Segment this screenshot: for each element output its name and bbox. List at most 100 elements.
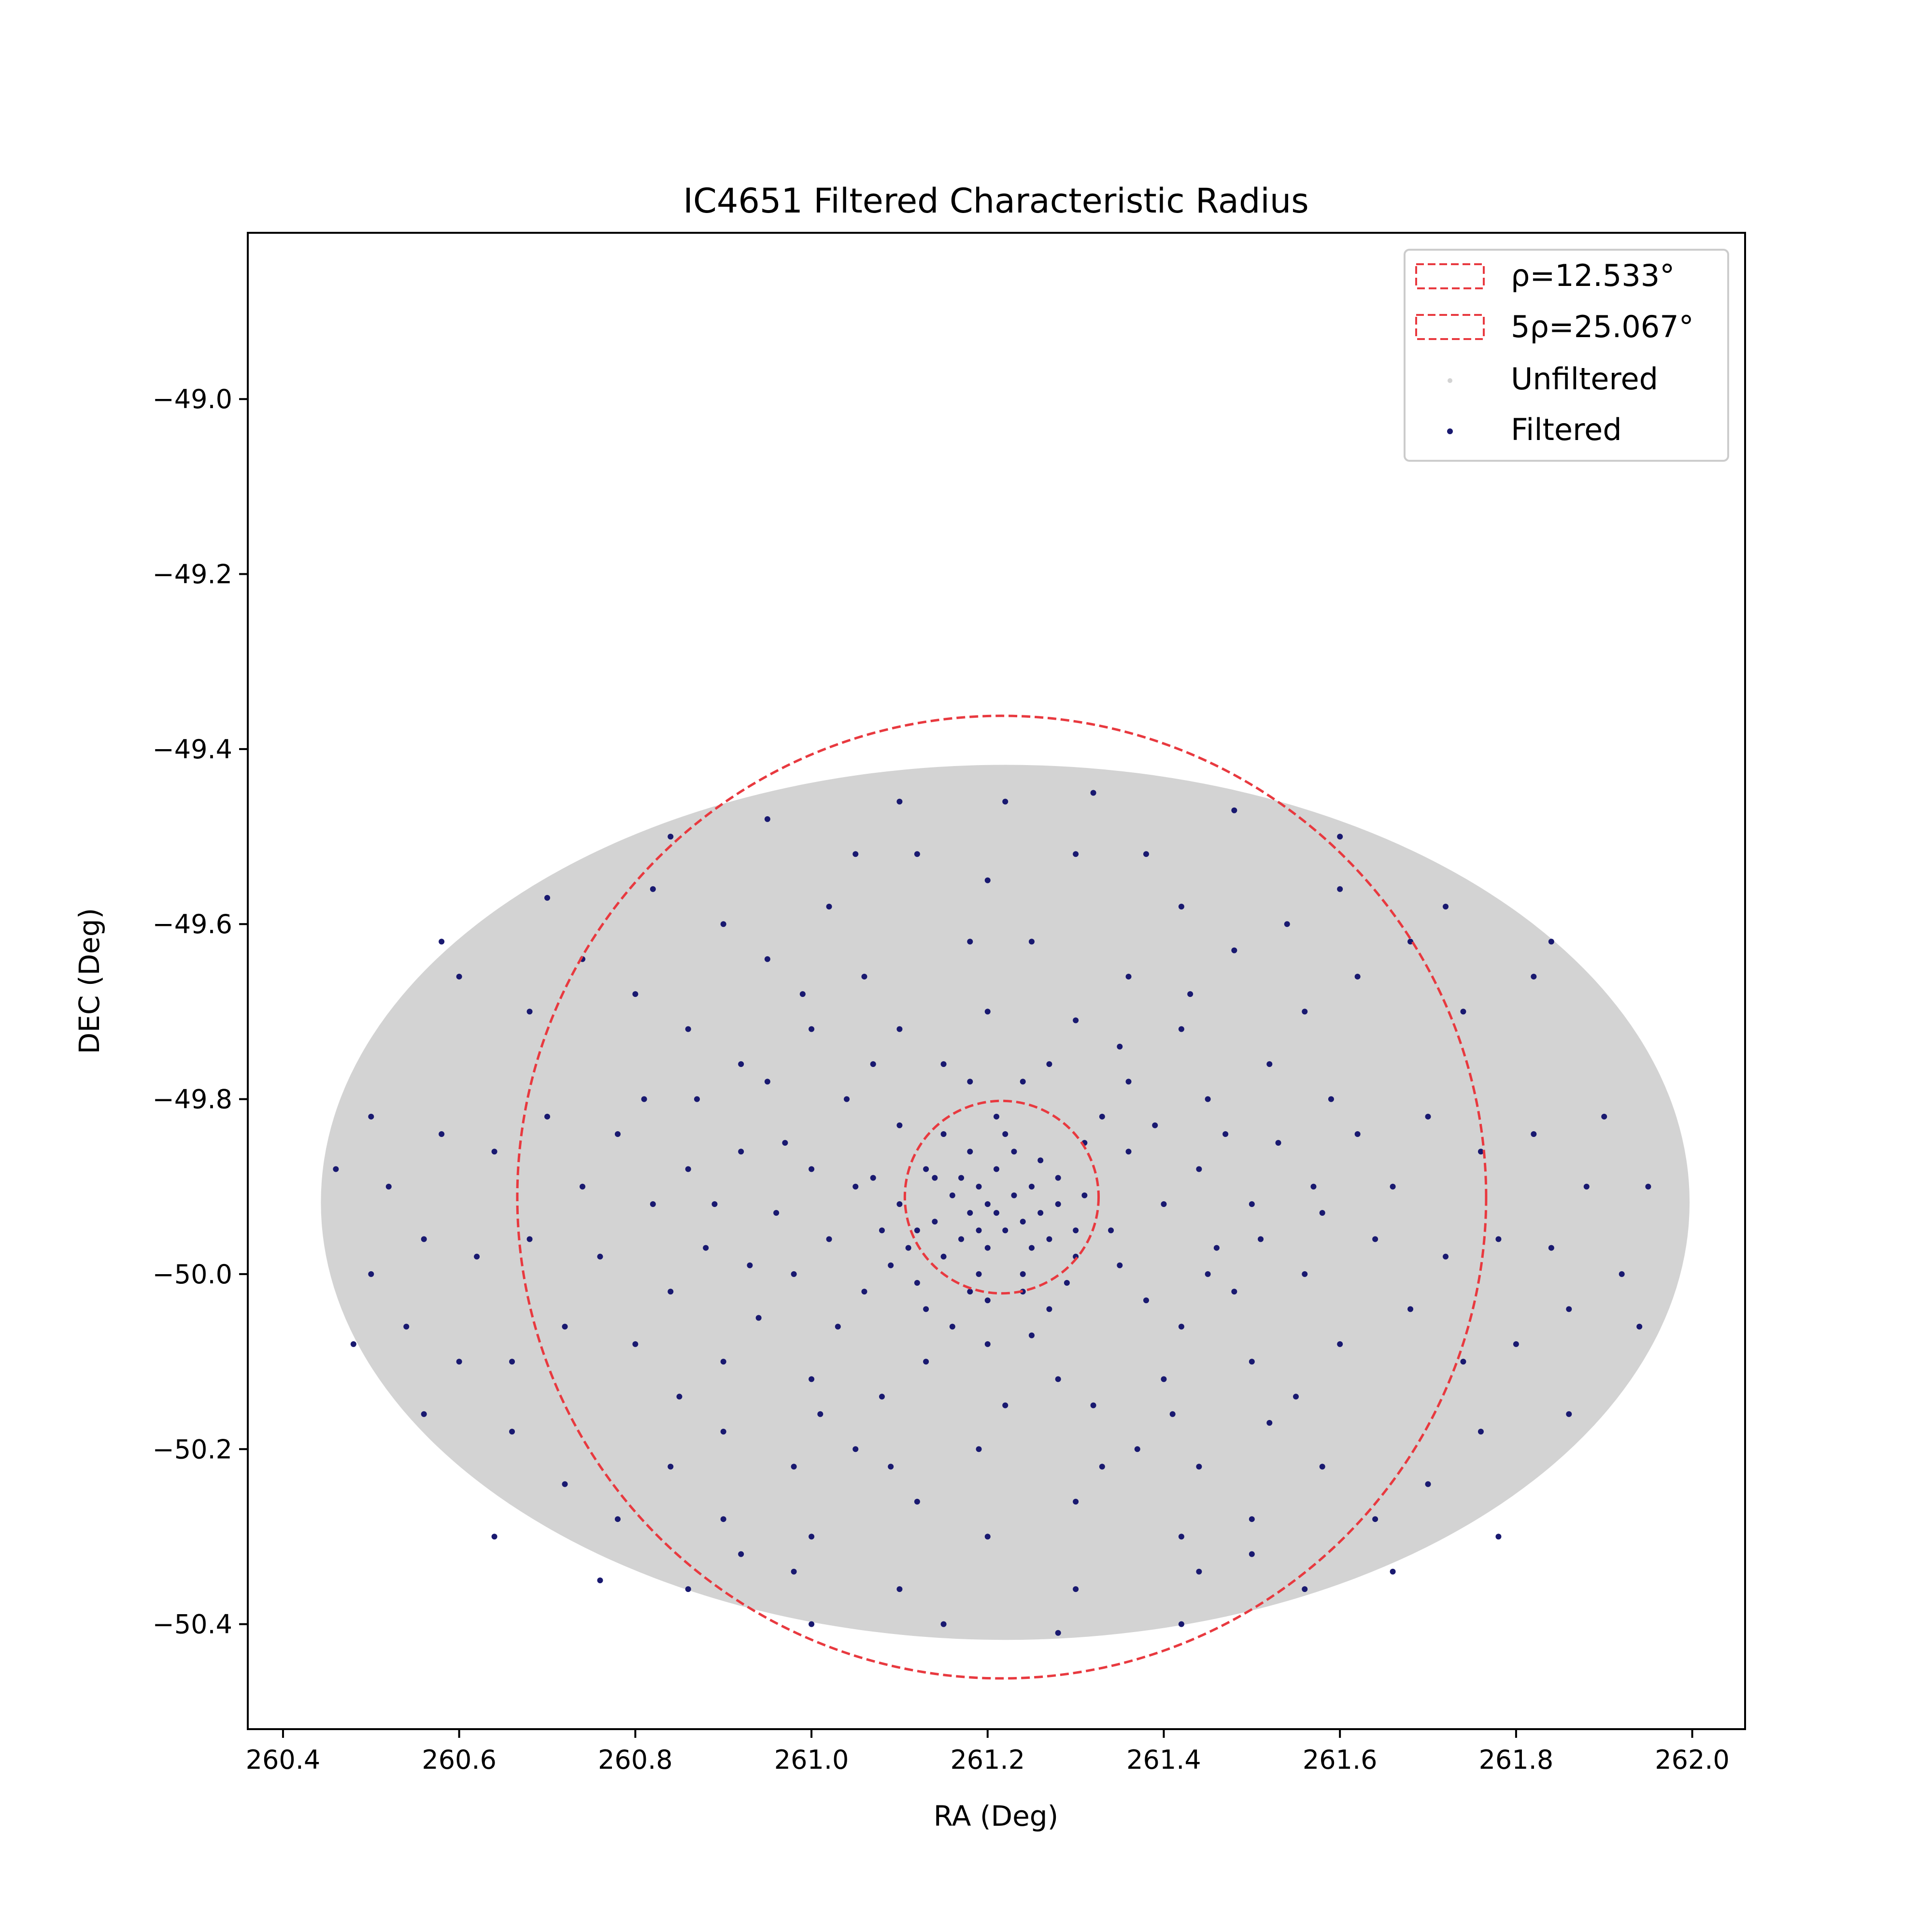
filtered-point <box>940 1253 947 1260</box>
filtered-point <box>1196 1568 1202 1575</box>
filtered-point <box>509 1359 515 1365</box>
filtered-point <box>1249 1359 1255 1365</box>
filtered-point <box>1046 1236 1052 1242</box>
filtered-point <box>738 1061 744 1067</box>
filtered-point <box>1178 1323 1184 1330</box>
filtered-point <box>976 1227 982 1234</box>
filtered-point <box>1548 1245 1554 1251</box>
filtered-point <box>1125 973 1132 980</box>
filtered-point <box>1196 1166 1202 1172</box>
filtered-point <box>1090 1402 1096 1408</box>
filtered-point <box>1046 1061 1052 1067</box>
filtered-point <box>844 1096 850 1102</box>
filtered-point <box>474 1253 480 1260</box>
legend-label-unfiltered: Unfiltered <box>1511 361 1658 397</box>
x-tick-label: 260.4 <box>246 1745 321 1775</box>
filtered-point <box>1073 1498 1079 1505</box>
x-tick-label: 262.0 <box>1655 1745 1730 1775</box>
filtered-point <box>694 1096 700 1102</box>
filtered-point <box>439 938 445 945</box>
x-tick-label: 261.0 <box>774 1745 849 1775</box>
filtered-point <box>1037 1157 1044 1164</box>
filtered-point <box>809 1026 815 1032</box>
filtered-point <box>1531 1131 1537 1137</box>
filtered-point <box>1319 1210 1325 1216</box>
filtered-point <box>914 1227 920 1234</box>
filtered-point <box>1531 973 1537 980</box>
filtered-point <box>1099 1463 1105 1470</box>
filtered-point <box>1161 1201 1167 1207</box>
filtered-point <box>720 1429 726 1435</box>
filtered-point <box>1055 1175 1061 1181</box>
filtered-point <box>1213 1245 1220 1251</box>
filtered-point <box>491 1149 497 1155</box>
filtered-point <box>809 1376 815 1382</box>
filtered-point <box>896 1026 903 1032</box>
filtered-point <box>932 1219 938 1225</box>
filtered-point <box>826 904 832 910</box>
filtered-point <box>421 1236 427 1242</box>
filtered-point <box>1495 1236 1502 1242</box>
filtered-point <box>1020 1219 1026 1225</box>
filtered-point <box>1354 1131 1361 1137</box>
filtered-point <box>526 1236 533 1242</box>
y-axis-label: DEC (Deg) <box>73 908 106 1054</box>
filtered-point <box>632 991 639 997</box>
filtered-point <box>1187 991 1193 997</box>
filtered-point <box>1275 1140 1281 1146</box>
filtered-point <box>984 1297 991 1304</box>
filtered-point <box>1425 1113 1431 1120</box>
x-tick-label: 260.6 <box>422 1745 497 1775</box>
filtered-point <box>791 1271 797 1277</box>
filtered-point <box>1619 1271 1625 1277</box>
filtered-point <box>676 1393 682 1400</box>
filtered-point <box>817 1411 824 1417</box>
filtered-point <box>923 1306 929 1312</box>
filtered-point <box>1460 1359 1466 1365</box>
filtered-point <box>905 1245 911 1251</box>
filtered-point <box>456 1359 462 1365</box>
filtered-point <box>1601 1113 1607 1120</box>
filtered-point <box>1028 1332 1035 1338</box>
filtered-point <box>597 1253 603 1260</box>
filtered-point <box>1249 1516 1255 1522</box>
filtered-point <box>1046 1306 1052 1312</box>
filtered-point <box>861 973 867 980</box>
filtered-point <box>826 1236 832 1242</box>
filtered-point <box>888 1262 894 1268</box>
filtered-point <box>1566 1306 1572 1312</box>
filtered-point <box>914 851 920 857</box>
filtered-point <box>720 1359 726 1365</box>
filtered-point <box>773 1210 780 1216</box>
y-tick-label: −50.4 <box>153 1609 232 1640</box>
filtered-point <box>456 973 462 980</box>
filtered-point <box>1090 790 1096 796</box>
filtered-point <box>1073 1227 1079 1234</box>
filtered-point <box>896 1586 903 1592</box>
filtered-point <box>738 1149 744 1155</box>
legend-marker-filtered <box>1447 428 1453 434</box>
filtered-point <box>668 1463 674 1470</box>
filtered-point <box>685 1586 691 1592</box>
filtered-point <box>509 1429 515 1435</box>
filtered-point <box>967 938 973 945</box>
filtered-point <box>791 1568 797 1575</box>
filtered-point <box>1143 851 1149 857</box>
filtered-point <box>1064 1280 1070 1286</box>
filtered-point <box>967 1079 973 1085</box>
filtered-point <box>984 1009 991 1015</box>
filtered-point <box>879 1393 885 1400</box>
filtered-point <box>1284 921 1290 927</box>
filtered-point <box>1028 1183 1035 1190</box>
filtered-point <box>1002 1131 1009 1137</box>
filtered-point <box>896 1122 903 1128</box>
x-tick-label: 261.6 <box>1303 1745 1378 1775</box>
filtered-point <box>967 1289 973 1295</box>
filtered-point <box>1258 1236 1264 1242</box>
filtered-point <box>1425 1481 1431 1487</box>
filtered-point <box>1020 1271 1026 1277</box>
filtered-point <box>791 1463 797 1470</box>
filtered-point <box>1337 886 1343 892</box>
filtered-point <box>1178 1621 1184 1627</box>
filtered-point <box>1055 1630 1061 1636</box>
